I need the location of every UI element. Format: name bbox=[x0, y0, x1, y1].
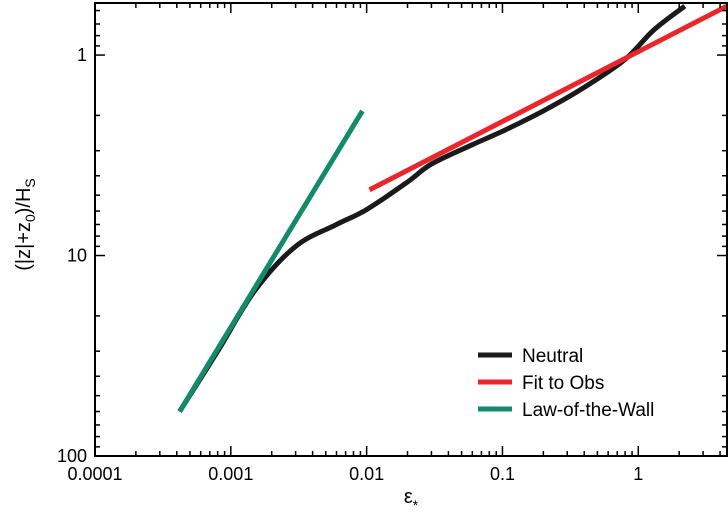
y-axis-label-pre: (|z|+z bbox=[13, 222, 35, 271]
series-line-fit-to-obs bbox=[368, 3, 728, 193]
y-tick-label: 1 bbox=[77, 45, 87, 65]
y-axis-label: (|z|+z0)/HS bbox=[13, 178, 38, 271]
x-tick-label: 0.0001 bbox=[67, 464, 122, 484]
y-axis-label-sub1: 0 bbox=[22, 214, 38, 222]
plot-frame bbox=[94, 2, 728, 457]
x-axis-label-sub: * bbox=[413, 497, 419, 513]
tick-labels: 0.0001 0.001 0.01 0.1 1 1 10 100 bbox=[57, 45, 643, 484]
y-tick-label: 10 bbox=[67, 246, 87, 266]
x-tick-label: 0.01 bbox=[349, 464, 384, 484]
series-line-law-of-the-wall bbox=[177, 109, 365, 413]
legend-label: Law-of-the-Wall bbox=[522, 400, 654, 421]
x-tick-label: 0.1 bbox=[490, 464, 515, 484]
legend-label: Neutral bbox=[522, 346, 583, 367]
x-tick-label: 1 bbox=[633, 464, 643, 484]
y-axis-label-sub2: S bbox=[22, 178, 38, 187]
x-axis-label: ε* bbox=[404, 486, 419, 513]
y-tick-label: 100 bbox=[57, 446, 87, 466]
y-axis-label-mid: )/H bbox=[13, 188, 35, 215]
plot-border bbox=[94, 2, 728, 457]
legend: Neutral Fit to Obs Law-of-the-Wall bbox=[478, 346, 654, 421]
ticks bbox=[94, 3, 727, 457]
x-axis-label-main: ε bbox=[404, 486, 413, 508]
legend-label: Fit to Obs bbox=[522, 373, 604, 394]
x-tick-label: 0.001 bbox=[208, 464, 253, 484]
series-lines bbox=[177, 3, 728, 413]
